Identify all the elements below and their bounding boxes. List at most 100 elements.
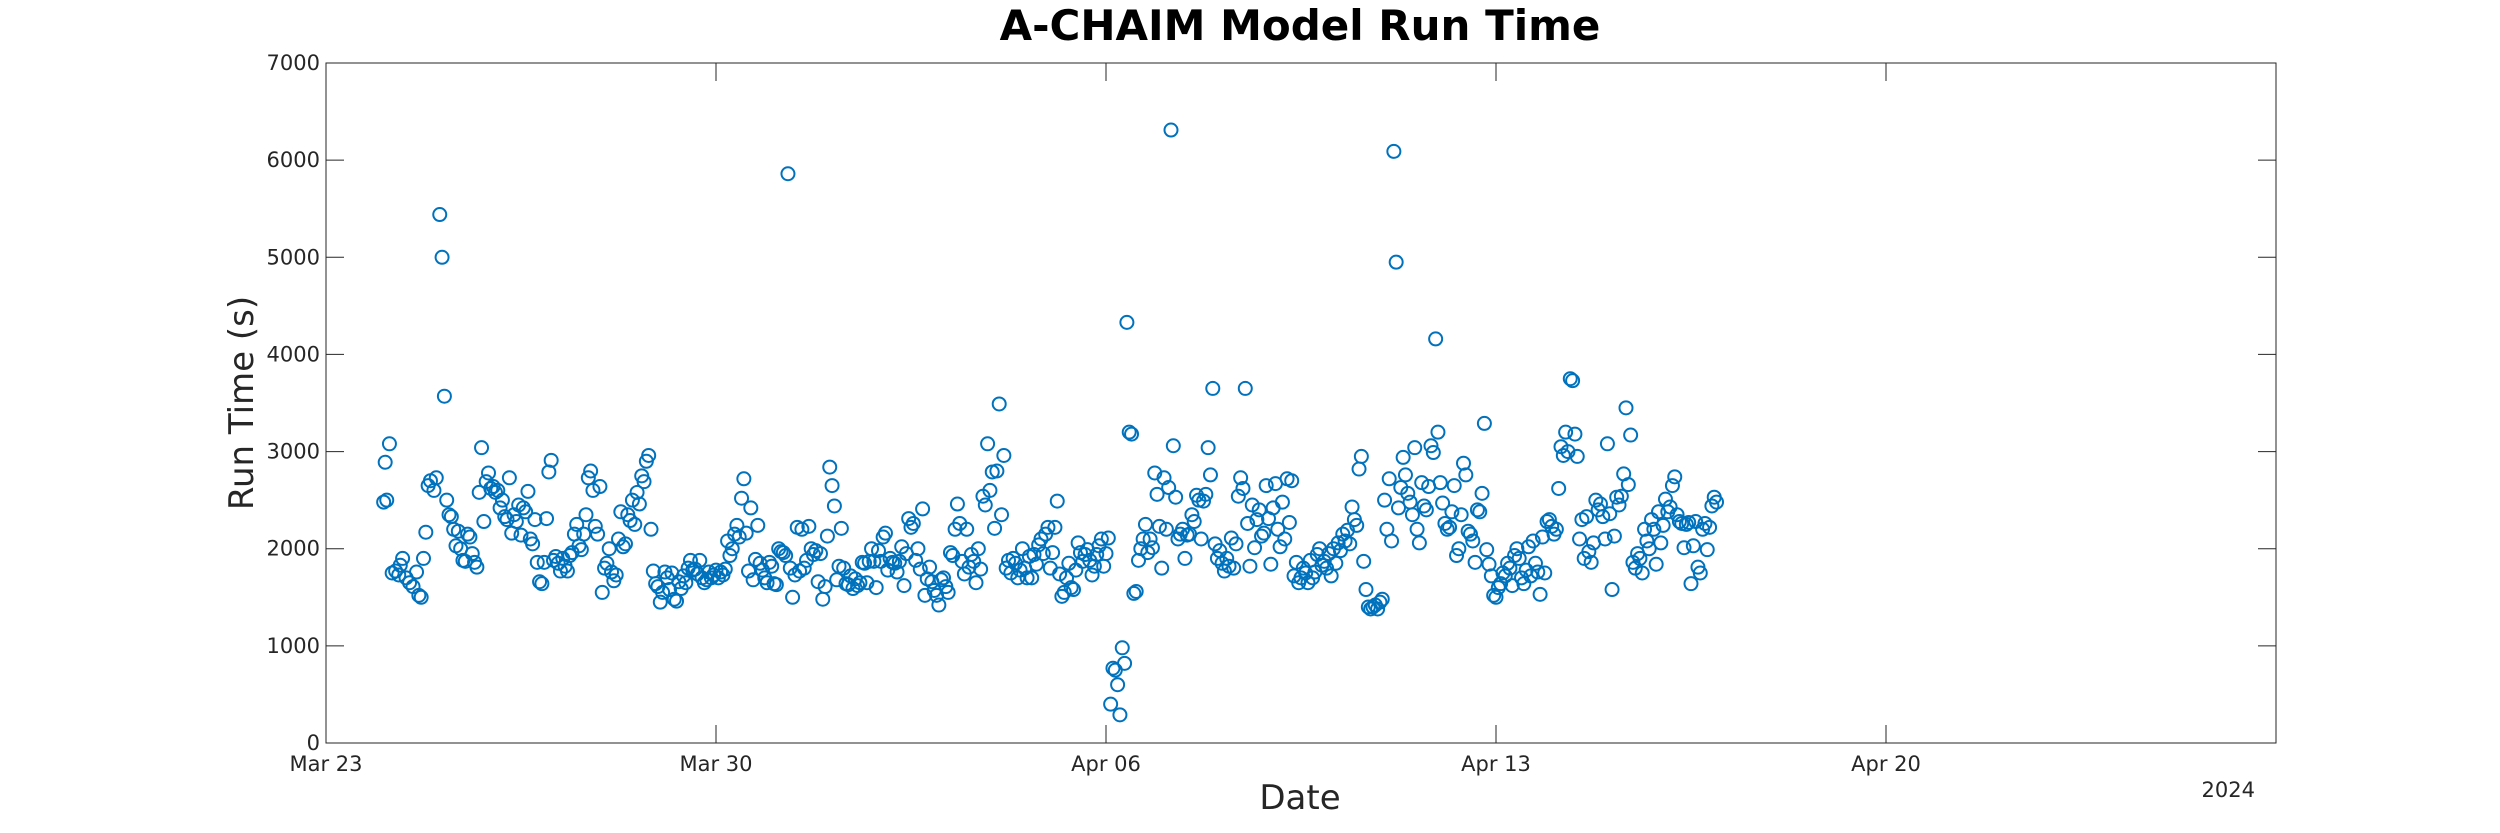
data-point (395, 550, 411, 566)
data-point (824, 478, 840, 494)
data-point (1209, 550, 1225, 566)
data-point (1669, 507, 1685, 523)
data-point (615, 539, 631, 555)
data-point (780, 166, 796, 182)
data-point (1047, 519, 1063, 535)
data-point (1024, 570, 1040, 586)
data-point (1114, 640, 1130, 656)
data-point (1702, 519, 1718, 535)
data-point (1541, 512, 1557, 528)
data-point (819, 528, 835, 544)
data-point (534, 576, 550, 592)
data-point (1562, 371, 1578, 387)
y-axis: 0 1000 2000 3000 4000 5000 6000 7000 (267, 51, 2276, 755)
data-point (599, 555, 615, 571)
data-point (1599, 436, 1615, 452)
data-point (409, 564, 425, 580)
plot-area (325, 62, 2277, 744)
data-point (912, 561, 928, 577)
data-point (717, 561, 733, 577)
data-point (641, 447, 657, 463)
data-point (738, 525, 754, 541)
data-point (428, 470, 444, 486)
plot-box (325, 62, 2277, 744)
data-point (1634, 565, 1650, 581)
data-point (949, 496, 965, 512)
data-point (631, 496, 647, 512)
data-point (539, 511, 555, 527)
data-point (1098, 546, 1114, 562)
data-point (518, 504, 534, 520)
data-point (1237, 380, 1253, 396)
data-point (743, 500, 759, 516)
data-point (1442, 519, 1458, 535)
data-point (850, 578, 866, 594)
data-point (989, 463, 1005, 479)
data-point (1667, 469, 1683, 485)
data-point (1154, 560, 1170, 576)
data-point (826, 498, 842, 514)
data-point (1678, 516, 1694, 532)
data-point (915, 501, 931, 517)
data-point (1342, 536, 1358, 552)
data-point (970, 541, 986, 557)
data-point (550, 555, 566, 571)
data-point (1472, 504, 1488, 520)
data-point (492, 500, 508, 516)
data-point (513, 527, 529, 543)
data-point (1323, 568, 1339, 584)
data-point (794, 521, 810, 537)
data-point (1425, 445, 1441, 461)
data-point (462, 529, 478, 545)
data-point (1274, 494, 1290, 510)
data-point (940, 584, 956, 600)
data-point (1103, 696, 1119, 712)
data-point (1165, 438, 1181, 454)
data-point (1028, 556, 1044, 572)
data-point (1530, 564, 1546, 580)
x-tick-label: Apr 06 (1071, 752, 1141, 776)
data-point (1632, 550, 1648, 566)
data-point (1219, 550, 1235, 566)
data-point (1623, 427, 1639, 443)
data-point (432, 207, 448, 223)
data-point (608, 567, 624, 583)
data-point (852, 575, 868, 591)
data-point (1465, 533, 1481, 549)
data-point (936, 570, 951, 586)
data-point (1066, 582, 1081, 598)
data-point (1235, 480, 1251, 496)
y-tick-label: 0 (307, 731, 320, 755)
data-point (796, 560, 812, 576)
data-point (1400, 485, 1416, 501)
data-point (959, 521, 975, 537)
data-point (901, 511, 917, 527)
data-point (1142, 531, 1158, 547)
data-point (1597, 531, 1613, 547)
data-point (1193, 531, 1209, 547)
data-point (1254, 528, 1270, 544)
data-point (750, 517, 766, 533)
data-point (1124, 426, 1140, 442)
data-point (441, 507, 457, 523)
data-point (590, 526, 606, 542)
data-point (1163, 122, 1179, 138)
data-point (1565, 373, 1581, 389)
data-point (896, 578, 912, 594)
data-point (1256, 525, 1272, 541)
data-point (434, 249, 450, 265)
data-point (822, 459, 838, 475)
data-point (1527, 555, 1543, 571)
data-point (1240, 515, 1256, 531)
data-point (1449, 548, 1465, 564)
data-point (1272, 539, 1288, 555)
data-point (1356, 553, 1372, 569)
data-point (381, 436, 397, 452)
x-tick-label: Mar 30 (679, 752, 752, 776)
data-point (1110, 677, 1126, 693)
data-point (1372, 594, 1388, 610)
data-point (1539, 514, 1555, 530)
data-point (1509, 541, 1525, 557)
data-point (1704, 498, 1720, 514)
data-point (1126, 585, 1142, 601)
